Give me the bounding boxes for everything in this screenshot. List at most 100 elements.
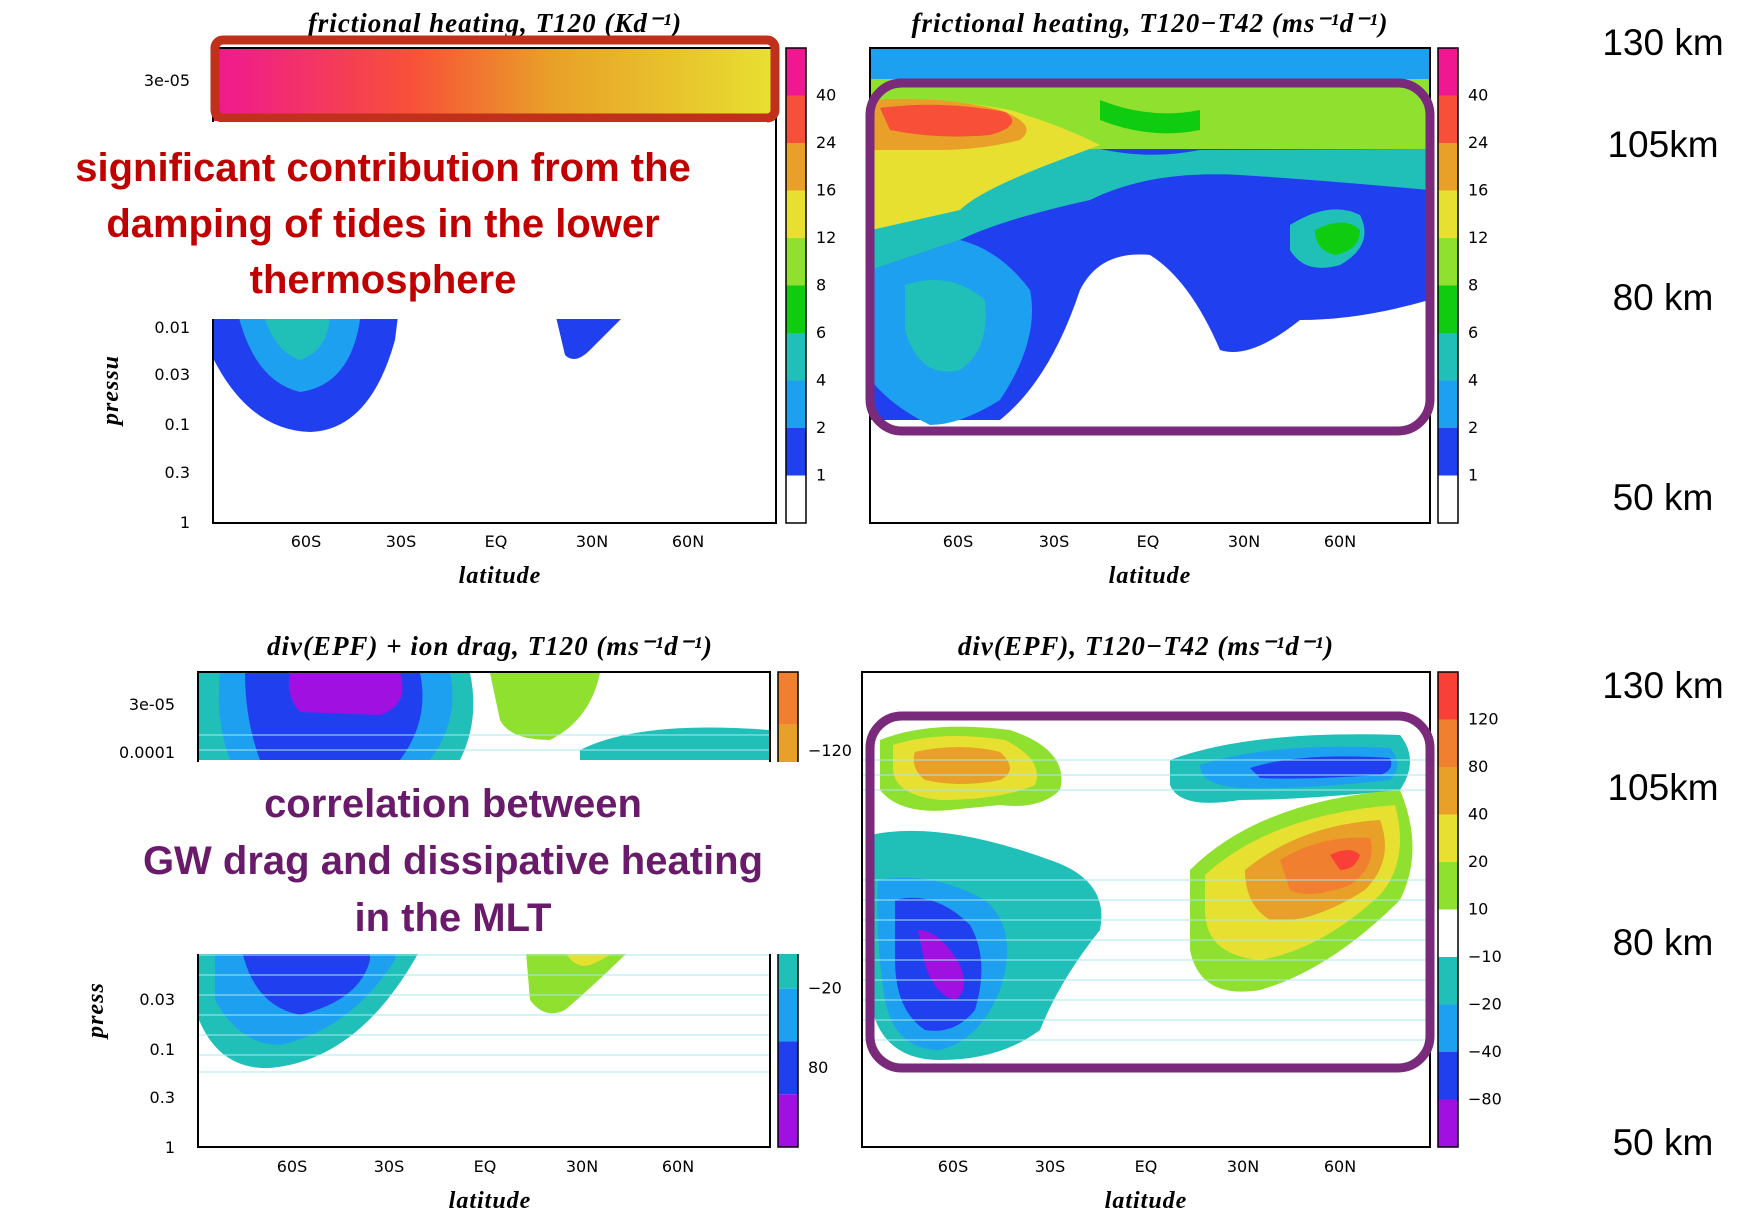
- callout-top: significant contribution from the dampin…: [0, 122, 767, 319]
- colorbar-tick: 2: [1468, 418, 1478, 437]
- colorbar-swatch: [1438, 95, 1458, 143]
- x-tick: 60N: [662, 1157, 694, 1176]
- x-axis-label: latitude: [1109, 563, 1192, 589]
- colorbar-tick: −120: [808, 741, 852, 760]
- colorbar-frame: [1437, 671, 1459, 1148]
- colorbar-swatch: [786, 143, 806, 191]
- contour-fill: [871, 49, 1429, 425]
- y-axis: 3e-05 0.01 0.03 0.1 0.3 1 pressu: [98, 71, 190, 532]
- y-tick: 0.01: [154, 318, 190, 337]
- x-axis: 60S 30S EQ 30N 60N latitude: [943, 532, 1356, 589]
- colorbar-tick: −20: [808, 979, 842, 998]
- colorbar-tick: 16: [816, 181, 836, 200]
- x-tick: 60N: [672, 532, 704, 551]
- y-tick: 1: [180, 513, 190, 532]
- colorbar-tick: 6: [1468, 323, 1478, 342]
- altitude-label: 130 km: [1602, 22, 1723, 63]
- highlight-box-tides: [210, 35, 780, 123]
- contour-fill: [199, 673, 769, 1073]
- callout-line: thermosphere: [250, 258, 517, 302]
- x-tick: 60S: [291, 532, 322, 551]
- colorbar-swatch: [1438, 1099, 1458, 1147]
- colorbar-swatch: [786, 428, 806, 476]
- x-tick: 30S: [386, 532, 417, 551]
- x-tick: 60S: [277, 1157, 308, 1176]
- y-tick: 3e-05: [129, 695, 175, 714]
- colorbar-frame: [785, 47, 807, 524]
- colorbar-tick: 20: [1468, 852, 1488, 871]
- colorbar-tick: 8: [816, 276, 826, 295]
- colorbar-swatch: [778, 672, 798, 725]
- colorbar-tick: 12: [816, 228, 836, 247]
- colorbar-swatch: [1438, 814, 1458, 862]
- x-tick: 30S: [374, 1157, 405, 1176]
- y-tick: 0.3: [150, 1088, 175, 1107]
- x-axis: 60S 30S EQ 30N 60N latitude: [277, 1157, 694, 1214]
- panel-title: div(EPF) + ion drag, T120 (ms⁻¹d⁻¹): [267, 631, 713, 661]
- x-tick: 30N: [1227, 1157, 1259, 1176]
- colorbar-swatch: [786, 285, 806, 333]
- y-tick: 3e-05: [144, 71, 190, 90]
- colorbar-tick: 80: [808, 1058, 828, 1077]
- colorbar-tick: 40: [816, 86, 836, 105]
- colorbar-swatch: [1438, 862, 1458, 910]
- x-tick: EQ: [474, 1157, 497, 1176]
- altitude-label: 80 km: [1613, 922, 1714, 963]
- colorbar-swatch: [1438, 190, 1458, 238]
- colorbar-tick: 1: [1468, 466, 1478, 485]
- colorbar-swatch: [786, 475, 806, 523]
- panel-title: div(EPF), T120−T42 (ms⁻¹d⁻¹): [958, 631, 1334, 661]
- contour-fill: [214, 49, 775, 432]
- x-tick: 30N: [566, 1157, 598, 1176]
- colorbar-tick: 16: [1468, 181, 1488, 200]
- callout-line: correlation between: [264, 782, 642, 826]
- altitude-label: 105km: [1607, 767, 1718, 808]
- colorbar-swatch: [1438, 380, 1458, 428]
- altitude-label: 50 km: [1613, 477, 1714, 518]
- colorbar-swatch: [1438, 719, 1458, 767]
- x-tick: EQ: [485, 532, 508, 551]
- x-tick: 30S: [1035, 1157, 1066, 1176]
- colorbar-swatch: [1438, 767, 1458, 815]
- callout-line: significant contribution from the: [75, 146, 691, 190]
- x-axis: 60S 30S EQ 30N 60N latitude: [291, 532, 704, 589]
- colorbar-swatch: [778, 1041, 798, 1095]
- y-axis-label: pressu: [98, 355, 124, 427]
- x-tick: 30N: [576, 532, 608, 551]
- y-axis: 3e-05 0.0001 0.03 0.1 0.3 1 press: [83, 695, 175, 1157]
- x-tick: 30N: [1228, 532, 1260, 551]
- colorbar-tick: 10: [1468, 900, 1488, 919]
- colorbar-swatch: [786, 95, 806, 143]
- x-tick: 60S: [938, 1157, 969, 1176]
- colorbar-swatch: [786, 333, 806, 381]
- colorbar-swatch: [1438, 143, 1458, 191]
- x-axis-label: latitude: [459, 563, 542, 589]
- colorbar-tick: 40: [1468, 805, 1488, 824]
- colorbar-swatch: [1438, 1052, 1458, 1100]
- colorbar-swatch: [1438, 428, 1458, 476]
- altitude-label: 105km: [1607, 124, 1718, 165]
- altitude-label: 80 km: [1613, 277, 1714, 318]
- colorbar-swatch: [1438, 1004, 1458, 1052]
- x-axis-label: latitude: [449, 1188, 532, 1214]
- altitude-label: 130 km: [1602, 665, 1723, 706]
- colorbar-swatch: [786, 48, 806, 96]
- x-tick: 60S: [943, 532, 974, 551]
- colorbar-swatch: [1438, 672, 1458, 720]
- colorbar-swatch: [1438, 238, 1458, 286]
- highlight-box-mlt-top: [865, 78, 1435, 436]
- colorbar-swatch: [786, 238, 806, 286]
- colorbar-tick: 2: [816, 418, 826, 437]
- x-axis: 60S 30S EQ 30N 60N latitude: [938, 1157, 1356, 1214]
- x-tick: 30S: [1039, 532, 1070, 551]
- colorbar-tick: 12: [1468, 228, 1488, 247]
- x-tick: EQ: [1135, 1157, 1158, 1176]
- y-tick: 0.03: [154, 365, 190, 384]
- y-tick: 1: [165, 1138, 175, 1157]
- colorbar-swatch: [778, 1094, 798, 1147]
- colorbar-swatch: [1438, 285, 1458, 333]
- colorbar-tick: 24: [816, 133, 836, 152]
- colorbar-tick: 1: [816, 466, 826, 485]
- colorbar-tick: 6: [816, 323, 826, 342]
- colorbar-tick: 40: [1468, 86, 1488, 105]
